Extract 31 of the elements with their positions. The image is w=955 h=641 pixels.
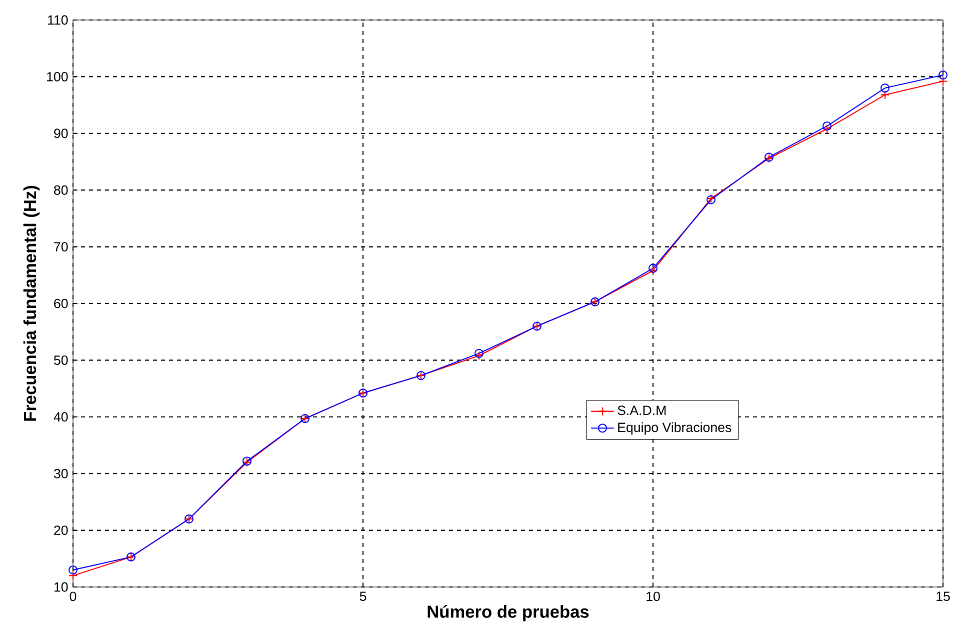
y-tick-label: 60 — [54, 298, 68, 308]
y-tick-label: 70 — [54, 242, 68, 252]
x-tick-label: 5 — [360, 592, 366, 601]
point — [880, 90, 890, 100]
y-tick-label: 90 — [54, 128, 68, 138]
x-axis-title: Número de pruebas — [428, 604, 589, 622]
x-tick-label: 0 — [70, 592, 76, 602]
point — [68, 565, 78, 575]
y-tick-label: 40 — [54, 412, 68, 422]
point — [938, 76, 948, 86]
legend-label: Equipo Vibraciones — [618, 422, 732, 435]
point — [822, 121, 832, 131]
y-tick-label: 110 — [48, 15, 68, 25]
y-tick-label: 100 — [47, 72, 68, 82]
point — [474, 351, 484, 360]
y-tick-label: 30 — [54, 468, 68, 478]
point — [68, 571, 78, 580]
y-tick-label: 20 — [54, 526, 68, 535]
point — [474, 348, 484, 358]
point — [648, 266, 658, 276]
point — [822, 124, 832, 134]
x-tick-label: 15 — [936, 592, 950, 601]
y-axis-title: Frecuencia fundamental (Hz) — [23, 186, 40, 421]
y-tick-label: 50 — [54, 355, 68, 365]
legend-label: S.A.D.M — [618, 406, 666, 416]
x-tick-label: 10 — [646, 592, 660, 602]
point — [648, 264, 658, 273]
point — [880, 83, 890, 93]
y-tick-label: 80 — [54, 185, 68, 195]
point — [938, 70, 948, 80]
y-tick-label: 10 — [54, 582, 68, 592]
